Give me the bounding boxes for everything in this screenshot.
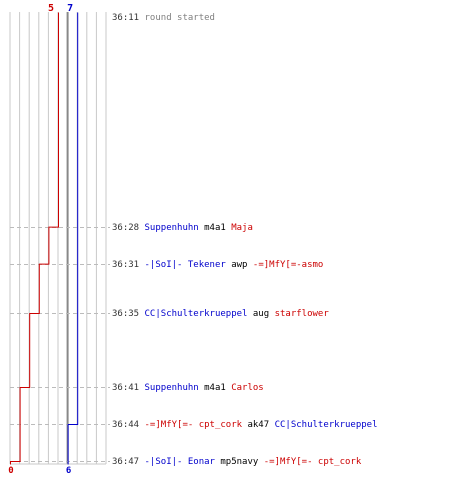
event-time: 36:35 (112, 309, 145, 319)
event-part: -=]MfY[=-asmo (253, 260, 323, 270)
event-log: 36:11 round started 36:28 Suppenhuhn m4a1… (112, 13, 378, 467)
series-start-count: 7 (67, 3, 73, 14)
event-entry: 36:31 -|SoI|- Tekener awp -=]MfY[=-asmo (112, 260, 323, 270)
event-time: 36:31 (112, 260, 145, 270)
event-part: Maja (231, 223, 253, 233)
event-part: m4a1 (204, 383, 231, 393)
event-time: 36:44 (112, 420, 145, 430)
event-part: mp5navy (220, 457, 263, 467)
event-part: -|SoI|- Tekener (145, 260, 232, 270)
series-end-count: 0 (8, 466, 13, 476)
event-part: -=]MfY[=- cpt_cork (264, 457, 362, 467)
event-part: Carlos (231, 383, 264, 393)
series-start-count: 5 (48, 3, 54, 14)
event-entry: 36:35 CC|Schulterkrueppel aug starflower (112, 309, 329, 319)
event-part: Suppenhuhn (145, 223, 205, 233)
event-entry: 36:47 -|SoI|- Eonar mp5navy -=]MfY[=- cp… (112, 457, 362, 467)
event-part: round started (145, 13, 215, 23)
event-time: 36:41 (112, 383, 145, 393)
event-part: CC|Schulterkrueppel (275, 420, 378, 430)
event-part: Suppenhuhn (145, 383, 205, 393)
event-part: starflower (275, 309, 330, 319)
series-line (10, 12, 59, 465)
series-line (67, 12, 79, 465)
series-count-labels: 7 6 5 0 (8, 3, 73, 476)
event-time: 36:11 (112, 13, 145, 23)
event-entry: 36:28 Suppenhuhn m4a1 Maja (112, 223, 253, 233)
event-part: m4a1 (204, 223, 231, 233)
event-part: awp (231, 260, 253, 270)
event-part: -=]MfY[=- cpt_cork (145, 420, 248, 430)
event-time: 36:47 (112, 457, 145, 467)
series-end-count: 6 (66, 466, 71, 476)
event-part: ak47 (247, 420, 274, 430)
event-row-lines (10, 227, 110, 462)
event-entry: 36:41 Suppenhuhn m4a1 Carlos (112, 383, 264, 393)
event-part: CC|Schulterkrueppel (145, 309, 253, 319)
series-lines (10, 12, 79, 465)
event-time: 36:28 (112, 223, 145, 233)
event-part: -|SoI|- Eonar (145, 457, 221, 467)
event-entry: 36:44 -=]MfY[=- cpt_cork ak47 CC|Schulte… (112, 420, 378, 430)
event-entry: 36:11 round started (112, 13, 215, 23)
event-part: aug (253, 309, 275, 319)
